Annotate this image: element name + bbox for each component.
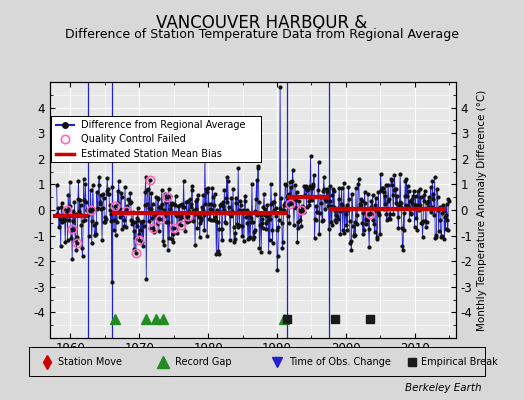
Text: Difference of Station Temperature Data from Regional Average: Difference of Station Temperature Data f… bbox=[65, 28, 459, 41]
Text: Quality Control Failed: Quality Control Failed bbox=[81, 134, 185, 144]
Text: VANCOUVER HARBOUR &: VANCOUVER HARBOUR & bbox=[156, 14, 368, 32]
Text: Empirical Break: Empirical Break bbox=[421, 357, 498, 366]
Text: Difference from Regional Average: Difference from Regional Average bbox=[81, 120, 245, 130]
Text: Record Gap: Record Gap bbox=[174, 357, 231, 366]
Y-axis label: Monthly Temperature Anomaly Difference (°C): Monthly Temperature Anomaly Difference (… bbox=[477, 89, 487, 331]
Text: Estimated Station Mean Bias: Estimated Station Mean Bias bbox=[81, 149, 222, 159]
Text: Berkeley Earth: Berkeley Earth bbox=[406, 383, 482, 393]
Text: Station Move: Station Move bbox=[59, 357, 123, 366]
Text: Time of Obs. Change: Time of Obs. Change bbox=[289, 357, 390, 366]
